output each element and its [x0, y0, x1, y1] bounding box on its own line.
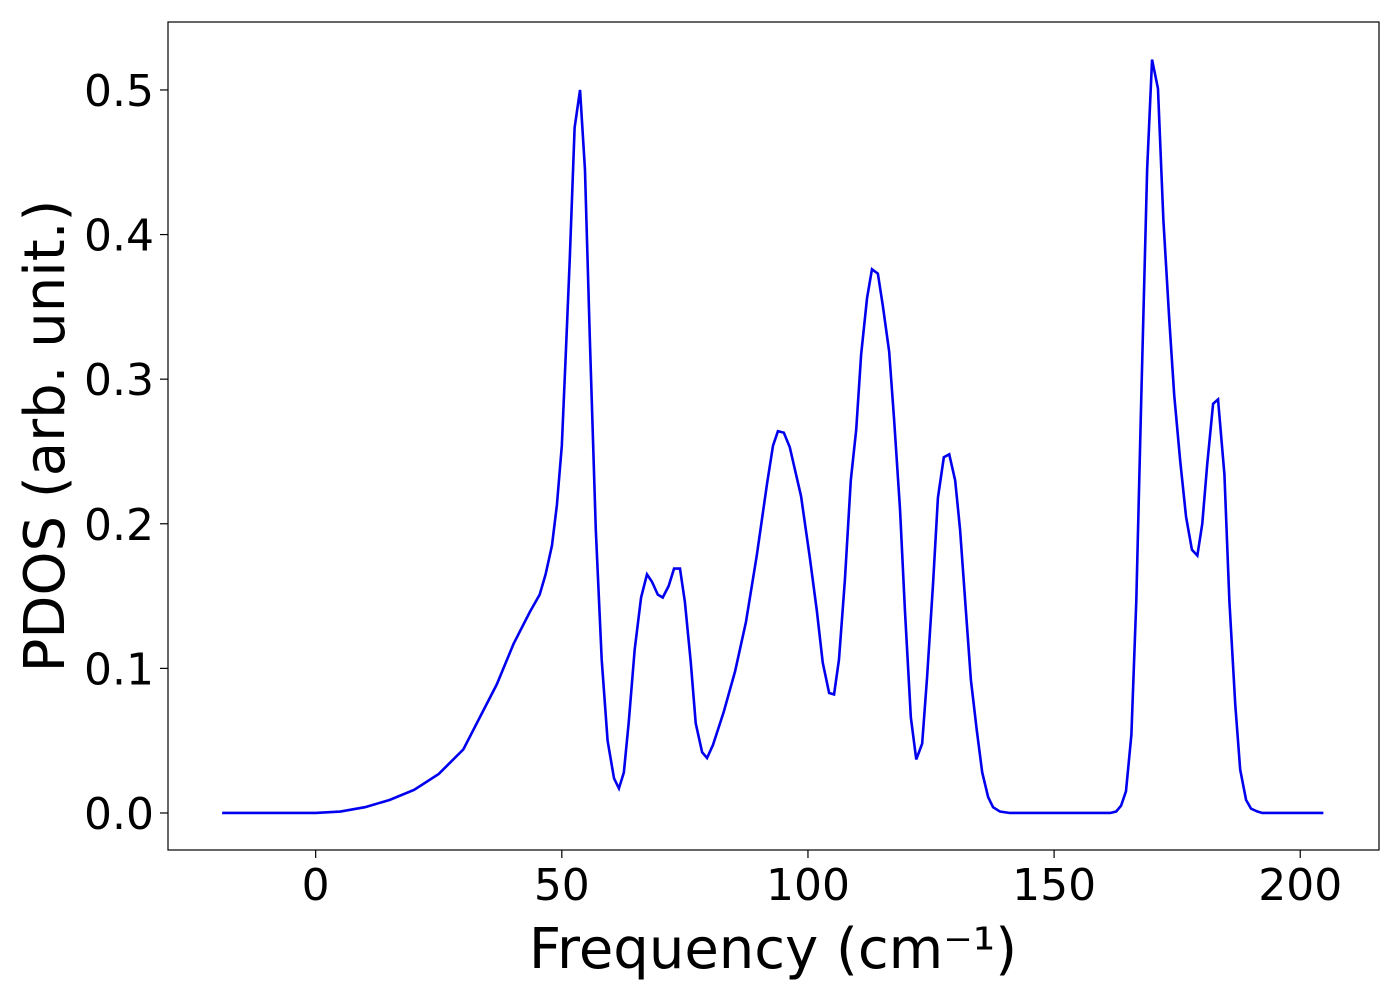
y-tick-label: 0.0: [84, 789, 154, 840]
x-tick-label: 100: [766, 860, 850, 911]
x-tick-label: 50: [534, 860, 590, 911]
y-tick-label: 0.2: [84, 500, 154, 551]
data-line: [222, 59, 1324, 815]
x-tick-label: 200: [1258, 860, 1342, 911]
y-tick-label: 0.5: [84, 66, 154, 117]
y-tick-label: 0.4: [84, 211, 154, 262]
x-tick-label: 150: [1012, 860, 1096, 911]
x-tick-label: 0: [302, 860, 330, 911]
y-axis-label: PDOS (arb. unit.): [13, 200, 78, 673]
x-axis-label: Frequency (cm⁻¹): [529, 917, 1017, 982]
plot-frame: [167, 21, 1380, 851]
y-tick-label: 0.1: [84, 644, 154, 695]
y-tick-label: 0.3: [84, 355, 154, 406]
